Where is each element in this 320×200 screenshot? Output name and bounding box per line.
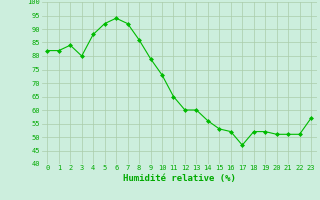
X-axis label: Humidité relative (%): Humidité relative (%): [123, 174, 236, 183]
